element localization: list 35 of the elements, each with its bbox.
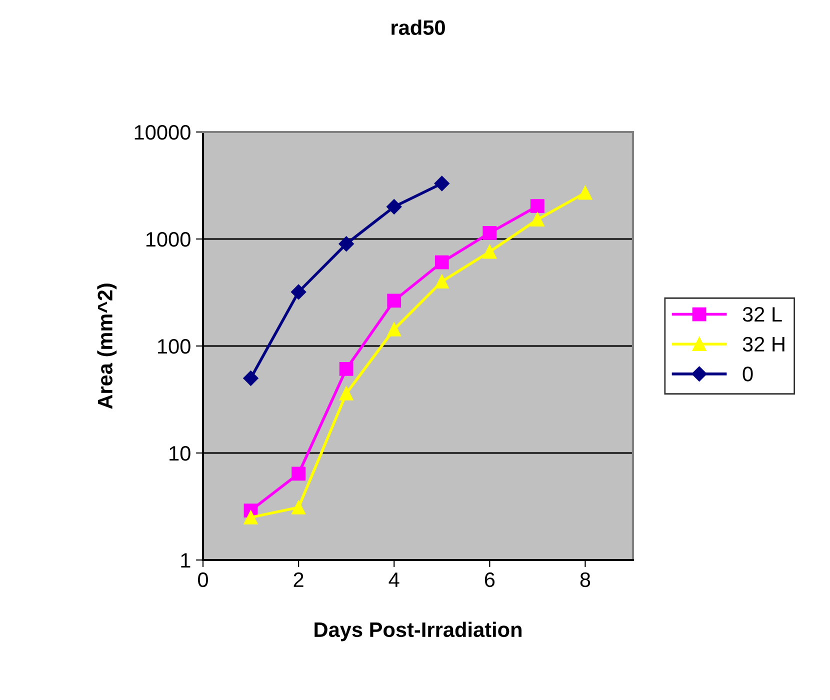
legend-label: 32 L — [742, 307, 782, 322]
x-axis-title: Days Post-Irradiation — [314, 622, 522, 642]
point — [339, 386, 354, 400]
x-tick-label: 0 — [198, 572, 208, 588]
point — [244, 510, 258, 524]
y-tick-label: 1000 — [146, 232, 190, 247]
y-tick-label: 1 — [181, 553, 190, 568]
point — [578, 186, 592, 200]
y-tick-label: 100 — [158, 339, 190, 354]
y-tick-label: 10000 — [134, 125, 190, 140]
legend-label: 0 — [742, 366, 753, 382]
x-tick-label: 2 — [294, 572, 304, 587]
point — [434, 176, 450, 192]
point — [387, 322, 402, 336]
point — [530, 199, 544, 214]
legend-label: 32 H — [742, 336, 784, 352]
point — [530, 212, 544, 226]
x-tick-label: 4 — [388, 572, 400, 587]
point — [387, 294, 402, 308]
point — [338, 236, 354, 252]
point — [292, 500, 306, 514]
point — [434, 255, 449, 270]
y-tick-label: 10 — [170, 446, 190, 461]
point — [386, 199, 402, 214]
point — [482, 244, 497, 259]
point — [434, 274, 449, 289]
chart-title: rad50 — [392, 20, 445, 35]
y-axis-title: Area (mm^2) — [97, 284, 117, 409]
point — [339, 362, 354, 376]
point — [290, 284, 306, 300]
point — [482, 226, 497, 240]
point — [243, 370, 258, 386]
x-tick-label: 8 — [580, 572, 590, 588]
x-tick-label: 6 — [484, 572, 495, 588]
point — [292, 466, 306, 481]
